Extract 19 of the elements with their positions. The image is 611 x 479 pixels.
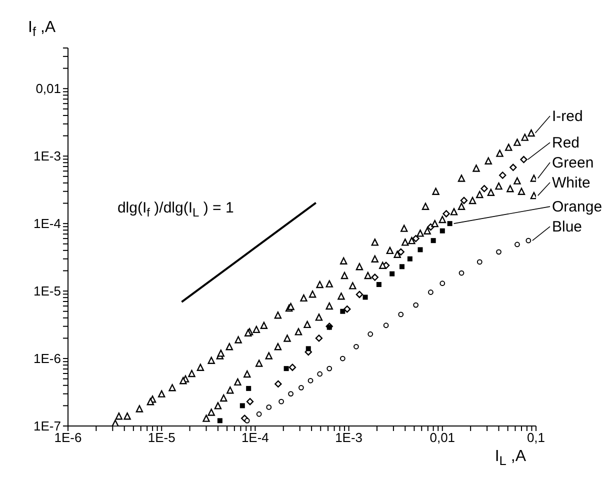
x-tick-label: 0,1 [526,430,546,446]
x-tick-label: 1E-4 [241,430,269,446]
y-tick-label: 1E-5 [34,284,61,299]
x-tick-label: 0,01 [430,430,456,446]
y-tick-label: 1E-3 [34,148,61,164]
legend-label: Red [552,134,580,152]
text: dlg(I$_{f}$)/dlg(I$_{L}$) = 1 [117,199,234,219]
legend-label: Green [552,154,594,172]
legend-label: White [552,174,590,192]
y-axis-title: I$_{f}$ ,A [28,19,56,39]
x-tick-label: 1E-3 [335,430,363,446]
y-tick-label: 1E-4 [34,216,61,232]
legend-label: Blue [552,218,582,236]
y-tick-label: 0,01 [36,81,61,96]
text: Orange [552,198,602,216]
x-axis-title: I$_{L}$ ,A [494,448,526,468]
y-tick-label: 1E-6 [34,351,61,366]
x-tick-label: 1E-5 [148,430,176,446]
legend-label: I-red [552,108,583,125]
